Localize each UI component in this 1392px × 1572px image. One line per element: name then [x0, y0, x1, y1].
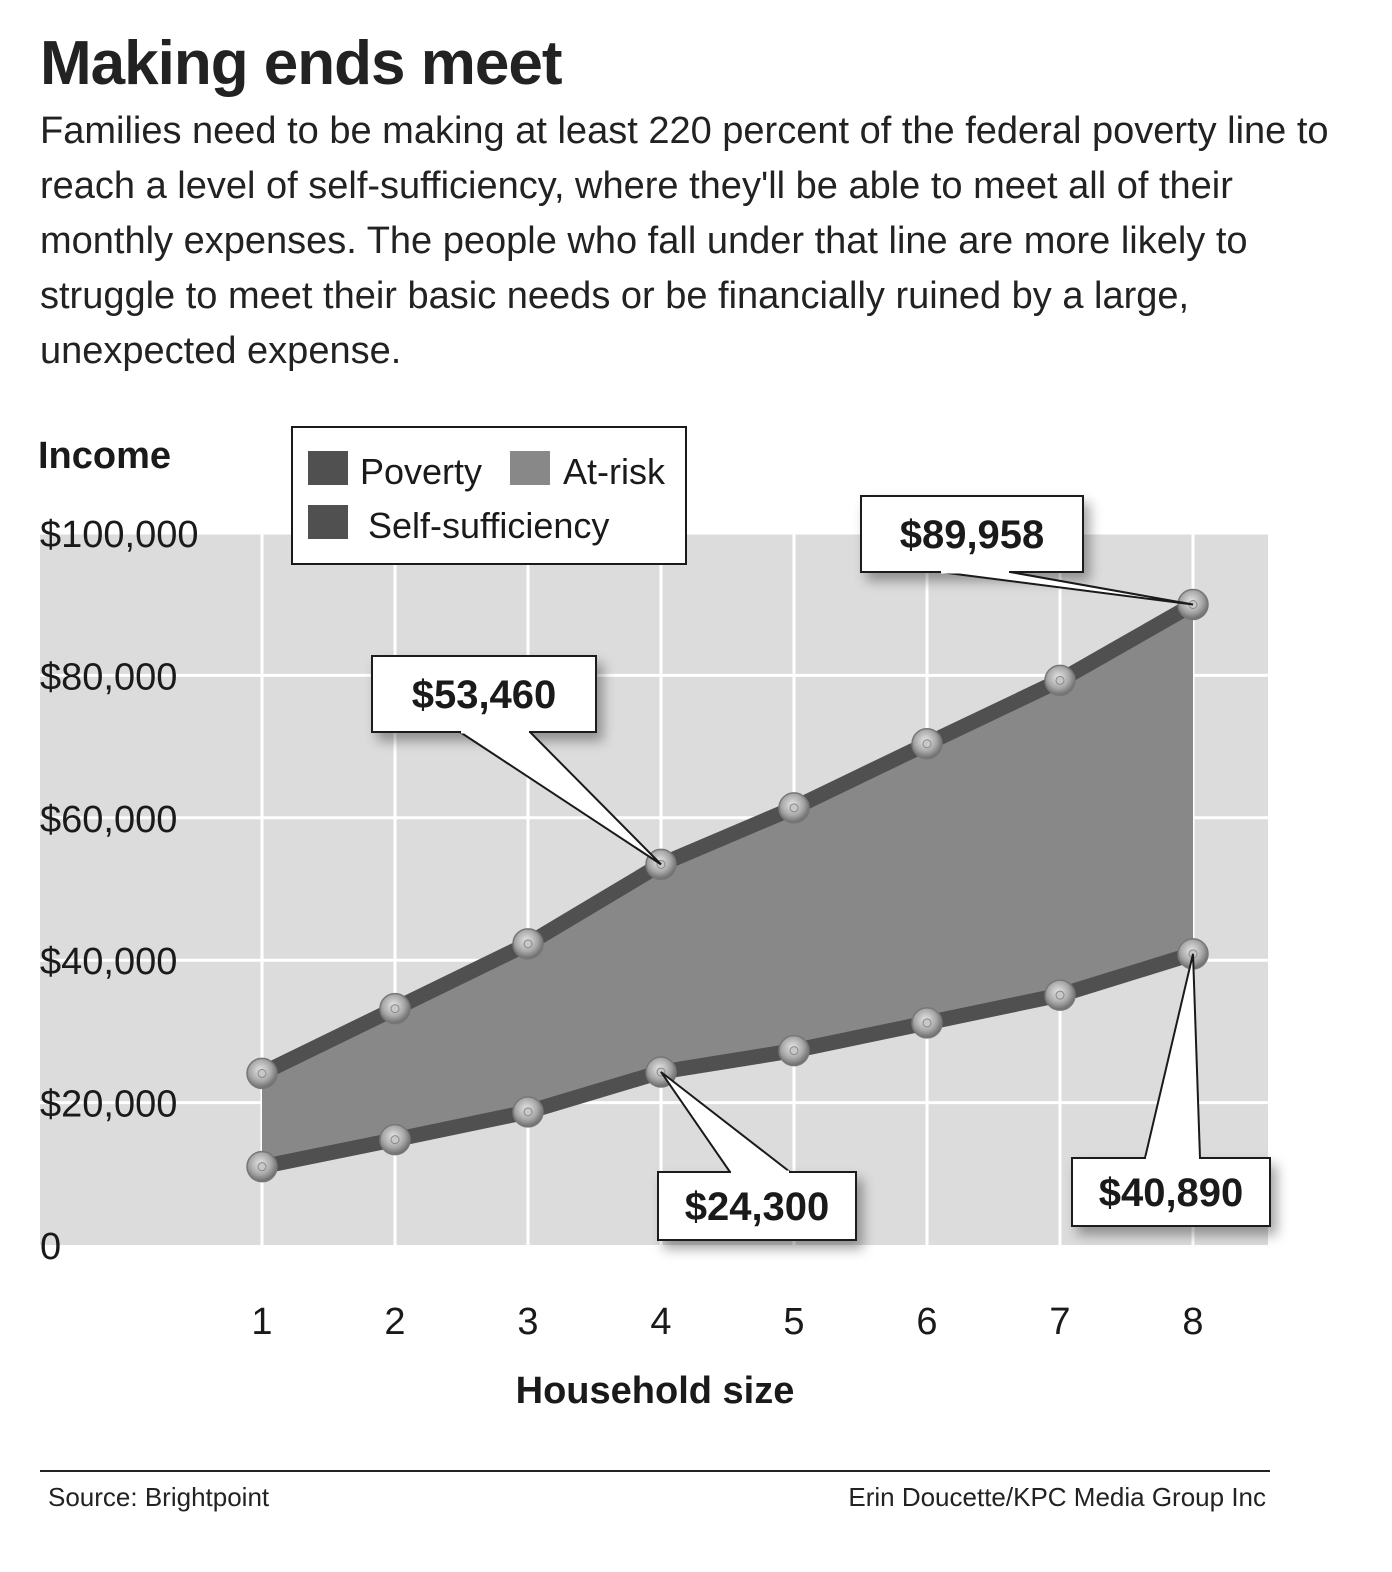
x-tick-label: 3: [517, 1301, 538, 1343]
callout-label: $24,300: [685, 1185, 830, 1229]
y-axis-label: Income: [38, 435, 171, 477]
x-tick-label: 8: [1182, 1301, 1203, 1343]
chart-title: Making ends meet: [40, 29, 562, 98]
data-point-center: [789, 803, 799, 813]
x-tick-label: 1: [251, 1301, 272, 1343]
data-point-center: [390, 1135, 400, 1145]
source-note: Source: Brightpoint: [48, 1482, 270, 1512]
callout: $53,460: [371, 655, 662, 866]
callout-box: [657, 1171, 857, 1241]
series-line-self-sufficiency: [254, 596, 1201, 1081]
callout: $40,890: [1071, 953, 1271, 1227]
callout: $89,958: [860, 495, 1194, 606]
credit-note: Erin Doucette/KPC Media Group Inc: [848, 1482, 1266, 1512]
legend-label: At-risk: [563, 451, 666, 492]
data-point-center: [257, 1068, 267, 1078]
x-tick-label: 2: [384, 1301, 405, 1343]
legend-swatch: [510, 451, 550, 485]
data-point-center: [390, 1004, 400, 1014]
data-point-center: [1055, 990, 1065, 1000]
chart-subtitle: Families need to be making at least 220 …: [40, 110, 1329, 372]
data-point-center: [789, 1046, 799, 1056]
y-tick-label: $20,000: [40, 1084, 177, 1126]
legend-swatch: [308, 505, 348, 539]
y-tick-label: $40,000: [40, 941, 177, 983]
callout-box: [860, 495, 1084, 573]
y-tick-label: $100,000: [40, 514, 199, 556]
data-point-center: [1055, 675, 1065, 685]
income-area-chart: Income 0 $20,000 $40,000 $60,000 $80,000 $100,…: [38, 426, 1271, 1412]
data-point-center: [523, 1107, 533, 1117]
data-point-center: [523, 939, 533, 949]
data-point-center: [922, 739, 932, 749]
y-tick-label: $80,000: [40, 656, 177, 698]
y-tick-label: 0: [40, 1226, 61, 1268]
x-tick-label: 5: [783, 1301, 804, 1343]
callout-label: $89,958: [900, 513, 1045, 557]
callout-label: $53,460: [412, 673, 557, 717]
series-line-poverty: [254, 946, 1201, 1175]
callout-box: [371, 655, 597, 733]
legend-label: Poverty: [360, 451, 482, 492]
x-tick-label: 6: [916, 1301, 937, 1343]
x-axis-label: Household size: [516, 1370, 795, 1412]
legend-swatch: [308, 451, 348, 485]
callout: $24,300: [657, 1071, 857, 1241]
at-risk-band: [262, 604, 1193, 1167]
y-tick-label: $60,000: [40, 799, 177, 841]
callout-box: [1071, 1157, 1271, 1227]
callout-label: $40,890: [1099, 1171, 1244, 1215]
legend-box: [291, 426, 687, 565]
legend-label: Self-sufficiency: [368, 505, 609, 546]
x-tick-label: 7: [1049, 1301, 1070, 1343]
footer-rule: [40, 1470, 1270, 1472]
plot-area-margin: [40, 533, 230, 1245]
x-tick-label: 4: [650, 1301, 671, 1343]
data-point-center: [922, 1018, 932, 1028]
data-point-center: [257, 1162, 267, 1172]
